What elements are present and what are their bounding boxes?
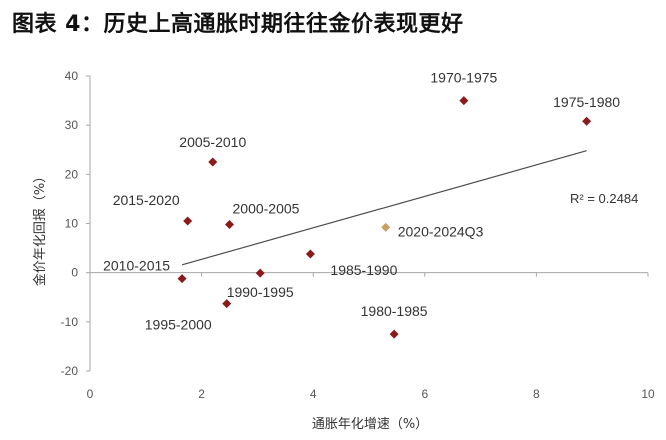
x-tick-label: 0 — [87, 387, 94, 401]
data-point — [255, 268, 265, 278]
data-point — [381, 222, 391, 232]
data-point-label: 1995-2000 — [145, 317, 212, 333]
y-tick-label: 10 — [65, 217, 79, 231]
data-point — [225, 219, 234, 229]
data-point-label: 2015-2020 — [113, 192, 180, 208]
data-point-label: 1985-1990 — [330, 262, 397, 278]
data-point — [459, 96, 469, 106]
x-tick-label: 8 — [533, 387, 540, 401]
point-labels: 1970-1975 1975-1980 2005-2010 2015-2020 2000… — [103, 70, 620, 333]
x-tick-label: 10 — [641, 387, 655, 401]
y-axis-title: 金价年化回报（%） — [32, 170, 48, 286]
y-tick-label: 20 — [65, 167, 79, 181]
data-point-label: 1975-1980 — [553, 94, 620, 110]
y-tick-label: 0 — [71, 266, 78, 280]
data-point — [582, 116, 592, 126]
axes: -20 -10 0 10 20 30 40 0 2 4 6 8 10 — [61, 69, 655, 401]
y-tick-label: 40 — [65, 69, 79, 83]
data-points — [177, 96, 592, 339]
data-point — [389, 329, 399, 339]
data-point — [305, 249, 315, 259]
data-point-label: 2000-2005 — [233, 200, 300, 216]
data-point-label: 2005-2010 — [179, 134, 246, 150]
data-point-label: 2020-2024Q3 — [398, 223, 484, 239]
x-tick-label: 4 — [310, 387, 317, 401]
data-point — [183, 216, 193, 226]
r-squared-label: R² = 0.2484 — [570, 191, 638, 206]
data-point — [222, 299, 232, 309]
x-tick-label: 6 — [421, 387, 428, 401]
figure-title: 图表 4：历史上高通胀时期往往金价表现更好 — [12, 12, 464, 37]
y-tick-label: -20 — [61, 364, 79, 378]
y-tick-label: 30 — [65, 118, 79, 132]
y-tick-label: -10 — [61, 315, 79, 329]
x-axis-title: 通胀年化增速（%） — [312, 417, 428, 432]
data-point-label: 1990-1995 — [227, 284, 294, 300]
x-tick-label: 2 — [198, 387, 205, 401]
data-point — [208, 157, 218, 167]
data-point-label: 1980-1985 — [361, 303, 428, 319]
data-point-label: 2010-2015 — [103, 258, 170, 274]
data-point-label: 1970-1975 — [430, 70, 497, 86]
trendline — [181, 150, 587, 266]
data-point — [177, 274, 187, 284]
